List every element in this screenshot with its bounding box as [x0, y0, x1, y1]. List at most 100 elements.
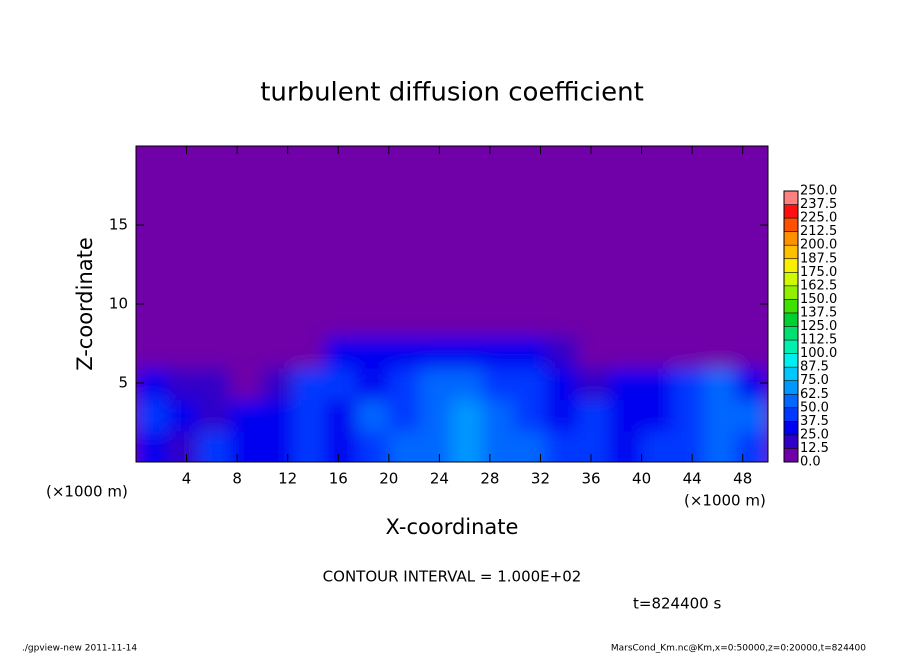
cell: [387, 397, 422, 432]
cell: [672, 208, 706, 242]
cell: [703, 430, 738, 462]
cell: [198, 397, 232, 432]
cell: [293, 397, 327, 432]
cell: [166, 303, 201, 337]
cell: [703, 397, 738, 432]
cell: [261, 430, 295, 462]
y-tick-label: 10: [109, 295, 128, 313]
colorbar-swatch: [784, 231, 798, 246]
cell: [293, 239, 327, 274]
cell: [198, 146, 232, 179]
cell: [545, 271, 580, 305]
colorbar-swatch: [784, 407, 798, 422]
cell: [293, 271, 327, 305]
cell: [482, 303, 517, 337]
colorbar-swatch: [784, 340, 798, 354]
cell: [514, 239, 548, 274]
colorbar-swatch: [784, 218, 798, 232]
cell: [672, 239, 706, 274]
cell: [735, 176, 768, 211]
colorbar-swatch: [784, 434, 798, 449]
colorbar-label: 12.5: [800, 441, 829, 456]
colorbar-swatch: [784, 245, 798, 259]
cell: [672, 366, 706, 400]
colorbar-swatch: [784, 299, 798, 313]
cell: [451, 146, 485, 179]
x-tick-label: 40: [632, 470, 651, 488]
cell: [166, 430, 201, 462]
cell: [672, 430, 706, 462]
cell: [514, 303, 548, 337]
cell: [451, 366, 485, 400]
cell: [419, 366, 453, 400]
cell: [609, 430, 643, 462]
cell: [640, 397, 675, 432]
footer-left: ./gpview-new 2011-11-14: [22, 644, 137, 654]
cell: [577, 239, 611, 274]
cell: [514, 430, 548, 462]
cell: [356, 146, 390, 179]
cell: [514, 208, 548, 242]
x-tick-label: 12: [278, 470, 297, 488]
cell: [703, 208, 738, 242]
cell: [451, 303, 485, 337]
field: [136, 146, 768, 462]
cell: [545, 430, 580, 462]
cell: [198, 271, 232, 305]
cell: [640, 334, 675, 369]
cell: [577, 146, 611, 179]
colorbar-label: 50.0: [800, 400, 829, 415]
cell: [482, 397, 517, 432]
cell: [356, 334, 390, 369]
colorbar-label: 187.5: [800, 251, 837, 266]
cell: [356, 303, 390, 337]
colorbar-label: 0.0: [800, 455, 821, 470]
cell: [577, 303, 611, 337]
cell: [577, 397, 611, 432]
cell: [545, 176, 580, 211]
cell: [514, 366, 548, 400]
cell: [640, 271, 675, 305]
cell: [293, 208, 327, 242]
y-axis-label: Z-coordinate: [73, 237, 97, 371]
colorbar-swatch: [784, 312, 798, 327]
cell: [514, 271, 548, 305]
cell: [387, 176, 422, 211]
cell: [166, 239, 201, 274]
cell: [577, 430, 611, 462]
cell: [703, 146, 738, 179]
cell: [640, 146, 675, 179]
cell: [735, 271, 768, 305]
cell: [703, 271, 738, 305]
cell: [229, 366, 264, 400]
cell: [735, 239, 768, 274]
x-tick-label: 48: [733, 470, 752, 488]
x-tick-label: 44: [683, 470, 702, 488]
cell: [735, 303, 768, 337]
cell: [672, 334, 706, 369]
cell: [735, 397, 768, 432]
cell: [229, 303, 264, 337]
x-tick-label: 24: [430, 470, 449, 488]
cell: [261, 397, 295, 432]
cell: [640, 366, 675, 400]
cell: [545, 146, 580, 179]
cell: [451, 176, 485, 211]
cell: [514, 176, 548, 211]
cell: [482, 271, 517, 305]
cell: [387, 366, 422, 400]
colorbar-label: 25.0: [800, 427, 829, 442]
cell: [136, 397, 169, 432]
cell: [672, 146, 706, 179]
y-tick-label: 5: [118, 374, 128, 392]
cell: [356, 430, 390, 462]
cell: [387, 303, 422, 337]
cell: [229, 146, 264, 179]
cell: [387, 208, 422, 242]
cell: [293, 366, 327, 400]
colorbar-label: 250.0: [800, 184, 837, 199]
cell: [482, 176, 517, 211]
cell: [419, 303, 453, 337]
cell: [198, 208, 232, 242]
colorbar-label: 175.0: [800, 265, 837, 280]
